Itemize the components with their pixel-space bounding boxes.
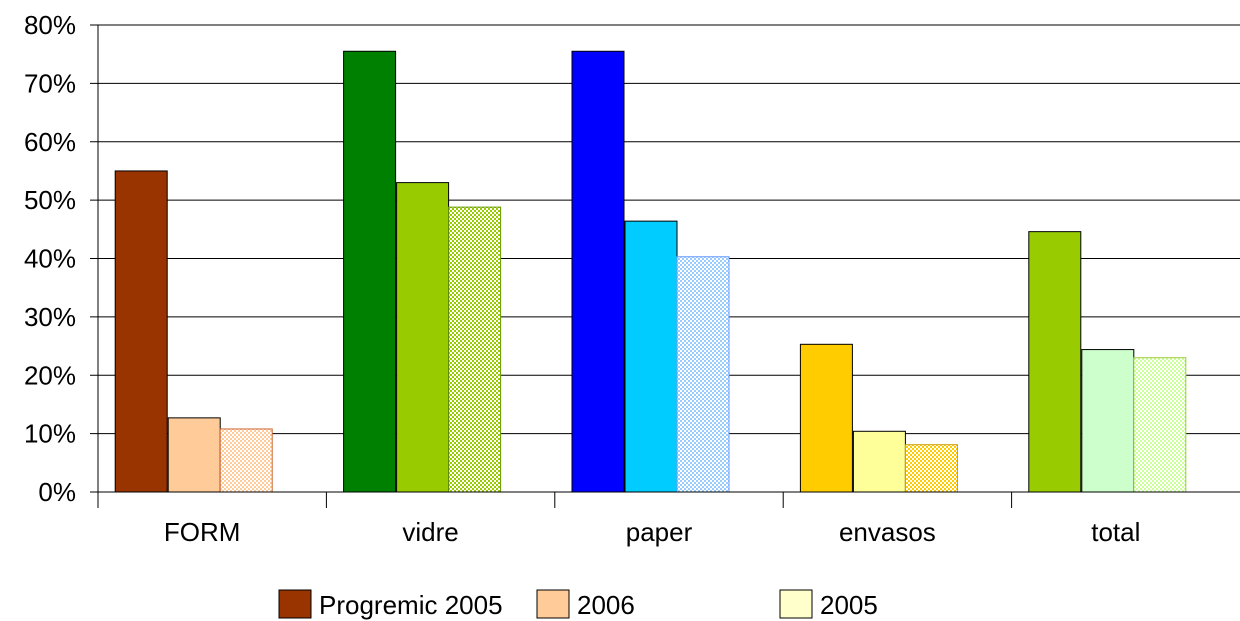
bar-form-2 [167,417,221,493]
bar-vidre-1 [343,50,397,493]
bars [114,50,1187,493]
legend-label: 2006 [577,590,635,620]
legend: Progremic 2005 2006 2005 [278,589,878,620]
bar-envasos-1 [799,343,853,493]
bar-vidre-2 [396,182,450,493]
legend-swatch [536,589,570,619]
bar-paper-1 [571,50,625,493]
bar-vidre-3 [448,206,502,493]
legend-swatch [278,589,312,619]
legend-swatch [779,589,813,619]
bar-total-2 [1081,349,1135,493]
bar-envasos-2 [852,430,906,493]
x-category-label: total [1091,517,1140,547]
y-tick-label: 0% [38,477,76,507]
x-category-label: vidre [402,517,458,547]
bar-paper-2 [624,220,678,493]
x-category-label: FORM [164,517,241,547]
y-tick-label: 30% [24,302,76,332]
y-tick-labels: 0% 10% 20% 30% 40% 50% 60% 70% 80% [24,10,76,507]
y-tick-label: 70% [24,68,76,98]
bar-form-3 [219,428,273,493]
legend-item: 2006 [536,589,635,620]
legend-label: Progremic 2005 [319,590,503,620]
x-category-label: envasos [839,517,936,547]
x-category-labels: FORM vidre paper envasos total [164,517,1140,547]
y-tick-label: 40% [24,244,76,274]
bar-form-1 [114,170,168,493]
y-tick-label: 10% [24,419,76,449]
bar-paper-3 [676,256,730,493]
legend-item: Progremic 2005 [278,589,503,620]
legend-item: 2005 [779,589,878,620]
y-tick-label: 20% [24,360,76,390]
legend-label: 2005 [820,590,878,620]
bar-total-1 [1028,231,1082,493]
y-tick-label: 50% [24,185,76,215]
axes [90,24,1240,508]
y-tick-label: 60% [24,127,76,157]
bar-total-3 [1133,357,1187,493]
bar-envasos-3 [904,444,958,493]
y-tick-label: 80% [24,10,76,40]
x-category-label: paper [626,517,693,547]
